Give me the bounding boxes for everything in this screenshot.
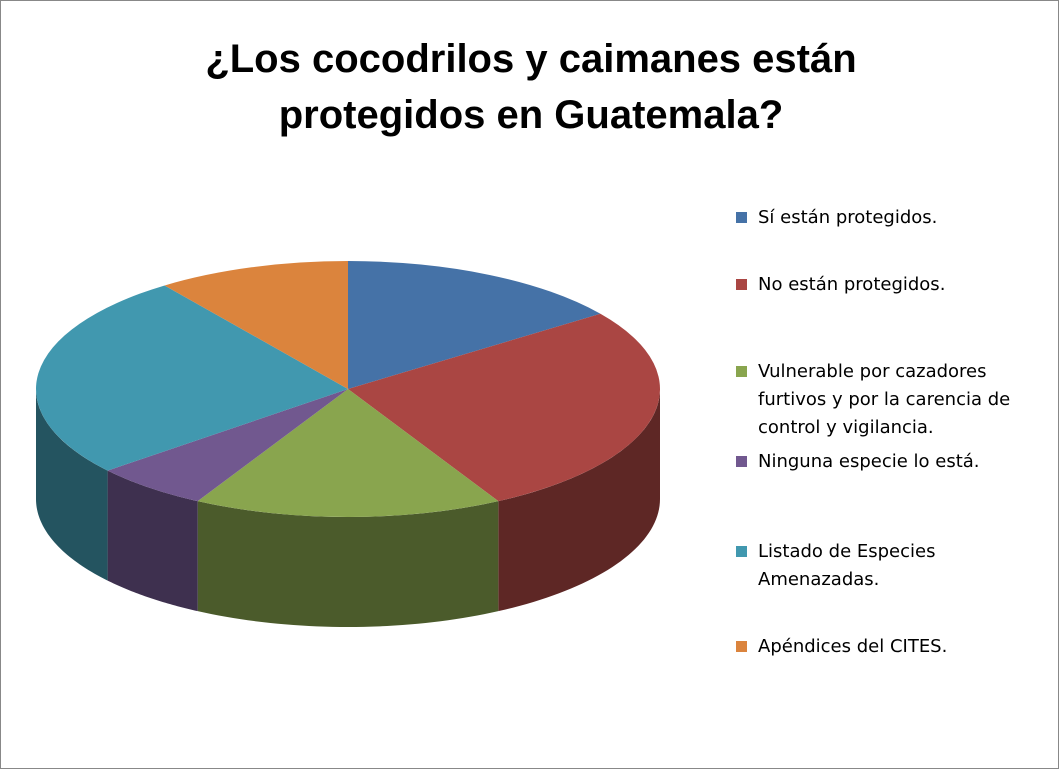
slice [197,389,499,517]
legend-label: Sí están protegidos. [758,207,938,228]
legend-item: Apéndices del CITES. [736,633,1046,661]
legend-label: Vulnerable por cazadores furtivos y por … [758,361,1011,438]
legend-swatch [736,641,747,652]
legend-label: Ninguna especie lo está. [758,451,980,472]
slice-side [197,501,499,627]
slice [348,261,601,389]
slice [348,313,661,502]
legend-label: Listado de Especies Amenazadas. [758,541,936,590]
legend-item: Ninguna especie lo está. [736,448,1046,476]
slice [36,285,348,471]
legend-item: No están protegidos. [736,271,1046,299]
legend-label: No están protegidos. [758,274,946,295]
legend-swatch [736,546,747,557]
legend-swatch [736,279,747,290]
slice-side [36,389,108,581]
legend-swatch [736,366,747,377]
legend-swatch [736,212,747,223]
slice [164,261,348,389]
slice-side [498,389,660,612]
chart-title: ¿Los cocodrilos y caimanes están protegi… [205,37,857,137]
legend-swatch [736,456,747,467]
legend-item: Listado de Especies Amenazadas. [736,538,1046,594]
slice-side [107,470,198,612]
slice [107,389,348,502]
legend-item: Vulnerable por cazadores furtivos y por … [736,358,1046,442]
legend-item: Sí están protegidos. [736,204,1046,232]
legend-label: Apéndices del CITES. [758,636,948,657]
